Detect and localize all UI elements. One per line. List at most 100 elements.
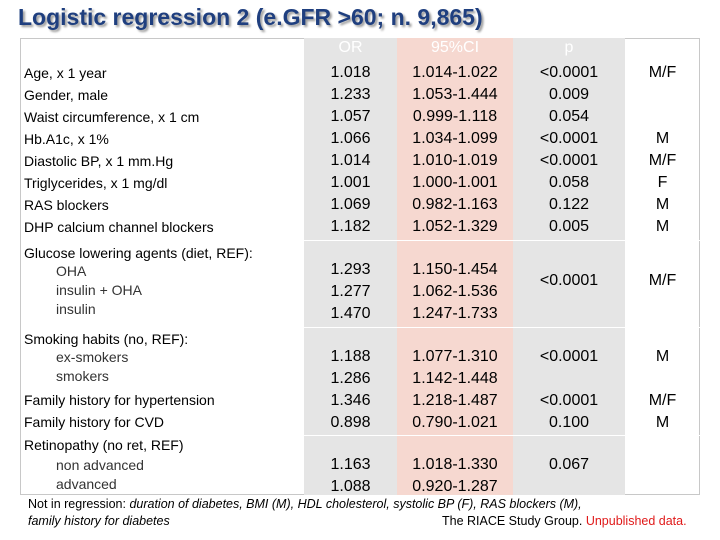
or-value: 1.057	[330, 108, 371, 125]
ci-value: 0.982-1.163	[412, 196, 498, 213]
glucose-lowering-header: Glucose lowering agents (diet, REF):	[24, 242, 253, 264]
glucose-lowering-title: Glucose lowering agents	[24, 245, 178, 261]
ci-value: 1.062-1.536	[412, 283, 498, 300]
sex-value: M	[655, 414, 670, 431]
page-title: Logistic regression 2 (e.GFR >60; n. 9,8…	[18, 4, 483, 30]
sublabel-smokers: smokers	[56, 368, 109, 384]
credit-unpublished: Unpublished data.	[585, 514, 687, 528]
sex-value: M	[655, 130, 670, 147]
header-p: p	[564, 39, 574, 56]
ci-value: 1.000-1.001	[412, 174, 498, 191]
sublabel-non-advanced: non advanced	[56, 457, 144, 473]
sex-value: M	[655, 348, 670, 365]
or-value: 1.346	[330, 392, 371, 409]
ci-value: 1.142-1.448	[412, 370, 498, 387]
sublabel-insulin: insulin	[56, 301, 96, 317]
p-value: <0.0001	[539, 152, 599, 169]
label-diastolic: Diastolic BP, x 1 mm.Hg	[24, 153, 174, 169]
retinopathy-title: Retinopathy	[24, 437, 99, 453]
or-value: 0.898	[330, 414, 371, 431]
p-value: 0.054	[548, 108, 590, 125]
footer-note-line2: family history for diabetes	[28, 514, 170, 528]
or-value: 1.182	[330, 218, 371, 235]
p-value: <0.0001	[539, 348, 599, 365]
label-ras: RAS blockers	[24, 197, 109, 213]
sex-value: M/F	[648, 152, 677, 169]
or-value: 1.163	[330, 456, 371, 473]
or-value: 1.014	[330, 152, 371, 169]
p-column-bg	[513, 38, 625, 495]
or-value: 1.018	[330, 64, 371, 81]
sex-value: M	[655, 218, 670, 235]
or-value: 1.286	[330, 370, 371, 387]
sex-value: M	[655, 196, 670, 213]
sublabel-insulin-oha: insulin + OHA	[56, 282, 142, 298]
or-value: 1.001	[330, 174, 371, 191]
header-ci: 95%CI	[430, 39, 480, 56]
p-value: 0.058	[548, 174, 590, 191]
header-or: OR	[338, 39, 363, 56]
ci-value: 1.052-1.329	[412, 218, 498, 235]
p-value: 0.122	[548, 196, 590, 213]
smoking-ref: (no, REF):	[119, 331, 189, 347]
ci-value: 1.150-1.454	[412, 261, 498, 278]
credit: The RIACE Study Group. Unpublished data.	[442, 514, 687, 528]
smoking-title: Smoking habits	[24, 331, 120, 347]
smoking-header: Smoking habits (no, REF):	[24, 328, 188, 350]
regression-table: OR 95%CI p Age, x 1 year Gender, male Wa…	[20, 38, 700, 495]
ci-value: 1.010-1.019	[412, 152, 498, 169]
row-divider	[304, 240, 700, 241]
p-value: <0.0001	[539, 272, 599, 289]
or-column-bg	[304, 38, 397, 495]
sex-value: M/F	[648, 272, 677, 289]
sublabel-advanced: advanced	[56, 476, 117, 492]
p-value: <0.0001	[539, 64, 599, 81]
sublabel-oha: OHA	[56, 263, 87, 279]
ci-value: 0.920-1.287	[412, 478, 498, 495]
or-value: 1.188	[330, 348, 371, 365]
or-value: 1.470	[330, 305, 371, 322]
ci-value: 1.218-1.487	[412, 392, 498, 409]
sex-value: M/F	[648, 64, 677, 81]
or-value: 1.069	[330, 196, 371, 213]
label-dhp: DHP calcium channel blockers	[24, 219, 214, 235]
sex-value: F	[657, 174, 668, 191]
or-value: 1.277	[330, 283, 371, 300]
retinopathy-ref: (no ret, REF)	[98, 437, 184, 453]
p-value: 0.100	[548, 414, 590, 431]
label-family-hypertension: Family history for hypertension	[24, 392, 215, 408]
label-hba1c: Hb.A1c, x 1%	[24, 131, 109, 147]
or-value: 1.293	[330, 261, 371, 278]
p-value: 0.005	[548, 218, 590, 235]
footer-note: Not in regression: duration of diabetes,…	[28, 497, 582, 511]
row-divider	[304, 435, 700, 436]
sex-column-bg	[625, 38, 700, 495]
label-waist: Waist circumference, x 1 cm	[24, 109, 200, 125]
ci-value: 0.790-1.021	[412, 414, 498, 431]
label-family-cvd: Family history for CVD	[24, 414, 165, 430]
glucose-lowering-ref: (diet, REF):	[177, 245, 253, 261]
p-value: 0.067	[548, 456, 590, 473]
label-triglycerides: Triglycerides, x 1 mg/dl	[24, 175, 168, 191]
retinopathy-header: Retinopathy (no ret, REF)	[24, 434, 184, 456]
footer-prefix: Not in regression:	[28, 497, 130, 511]
ci-value: 1.247-1.733	[412, 305, 498, 322]
p-value: 0.009	[548, 86, 590, 103]
credit-group: The RIACE Study Group.	[442, 514, 586, 528]
ci-value: 1.014-1.022	[412, 64, 498, 81]
p-value: <0.0001	[539, 130, 599, 147]
label-age: Age, x 1 year	[24, 65, 107, 81]
row-divider	[304, 327, 700, 328]
sublabel-ex-smokers: ex-smokers	[56, 349, 129, 365]
or-value: 1.088	[330, 478, 371, 495]
or-value: 1.066	[330, 130, 371, 147]
ci-column-bg	[397, 38, 513, 495]
ci-value: 1.018-1.330	[412, 456, 498, 473]
ci-value: 1.053-1.444	[412, 86, 498, 103]
label-column-bg	[20, 38, 304, 495]
footer-italic: duration of diabetes, BMI (M), HDL chole…	[129, 497, 582, 511]
ci-value: 1.034-1.099	[412, 130, 498, 147]
label-gender: Gender, male	[24, 87, 109, 103]
ci-value: 0.999-1.118	[412, 108, 498, 125]
ci-value: 1.077-1.310	[412, 348, 498, 365]
